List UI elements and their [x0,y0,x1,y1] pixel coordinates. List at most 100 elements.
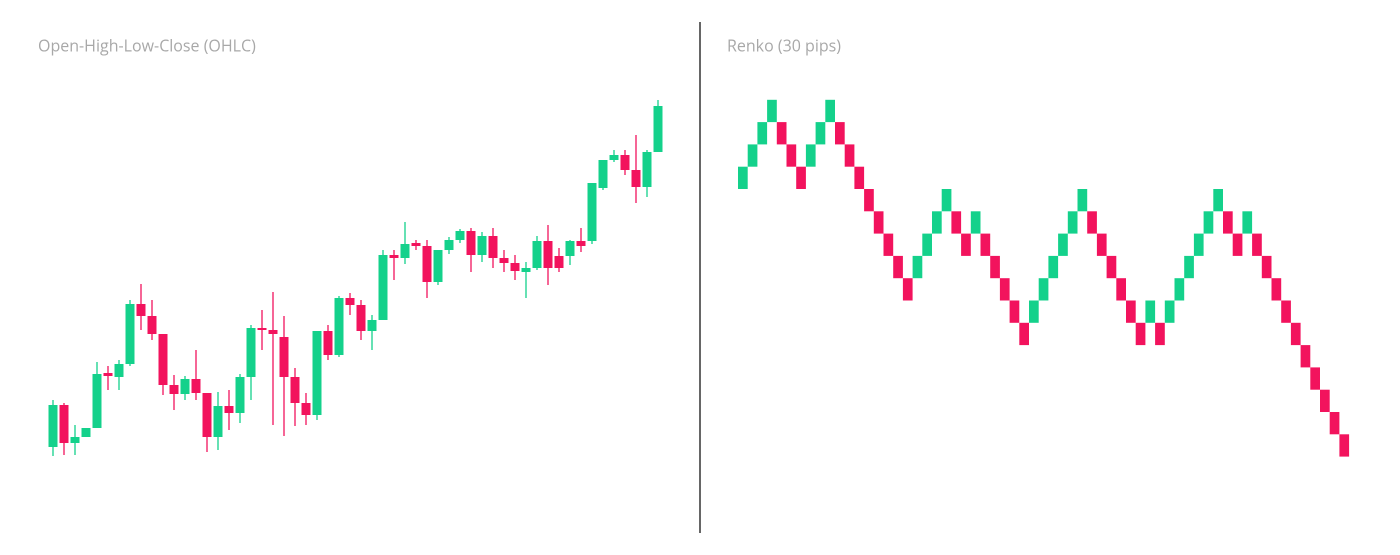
renko-brick [738,166,748,189]
candle-body [422,246,432,282]
candle-body [543,241,553,268]
candle-body [576,241,586,246]
candle-body [246,328,256,377]
renko-brick [825,99,835,123]
renko-brick [1203,211,1214,234]
candle-body [213,406,223,437]
renko-brick [1019,322,1029,346]
candle-body [620,155,630,170]
renko-brick [1126,300,1136,323]
candle-body [642,152,652,187]
renko-brick [1339,434,1350,457]
renko-brick [902,278,913,301]
candle-body [136,304,146,316]
renko-brick [990,255,1000,279]
candle-body [147,316,157,334]
candle-body [609,155,619,160]
renko-brick [1252,233,1262,256]
candle-body [70,437,80,443]
candle-body [631,170,641,187]
renko-brick [980,233,991,256]
renko-brick [776,122,787,145]
renko-brick [961,233,971,256]
candle-body [400,244,410,258]
renko-brick [1106,255,1117,279]
candle-body [521,268,531,272]
candle-body [125,304,135,364]
candle-body [565,241,575,256]
candle-body [334,298,344,355]
renko-brick [1242,211,1253,234]
renko-brick [1310,367,1320,390]
candle-body [224,406,234,413]
renko-brick [835,122,845,145]
renko-brick [1067,211,1078,234]
renko-brick [757,122,768,145]
renko-brick [1232,233,1243,256]
renko-brick [922,233,932,256]
candle-body [180,379,190,394]
candle-body [499,258,509,263]
renko-brick [1261,255,1272,279]
candle-body [81,428,91,437]
renko-brick [805,144,816,167]
renko-brick [1184,255,1194,279]
renko-brick [747,144,758,167]
renko-brick [1281,300,1291,323]
candle-body [202,393,212,437]
candle-body [257,328,267,330]
renko-brick [1300,345,1311,368]
candle-body [268,330,278,334]
renko-brick [932,211,942,234]
candle-body [48,405,58,447]
renko-brick [1029,300,1039,323]
candle-body [488,236,498,258]
renko-brick [1223,211,1233,234]
candle-body [290,377,300,403]
renko-brick [1155,322,1165,346]
candle-body [367,320,377,331]
candle-body [455,231,465,240]
renko-brick [951,211,962,234]
candle-body [301,403,311,415]
candle-body [279,337,289,377]
candle-body [587,183,597,241]
candle-body [345,298,355,305]
renko-brick [1116,278,1126,301]
candle-body [92,374,102,428]
renko-brick [1058,233,1068,256]
renko-brick [1048,255,1059,279]
candle-body [433,250,443,282]
candle-body [158,334,168,385]
candle-body [378,255,388,320]
renko-brick [912,255,923,279]
renko-brick [999,278,1010,301]
renko-brick [1096,233,1107,256]
renko-brick [1320,389,1330,412]
candle-body [103,373,113,376]
renko-brick [1164,300,1175,323]
renko-brick [1193,233,1204,256]
renko-brick [1135,322,1146,346]
candle-body [554,256,564,268]
renko-brick [854,166,865,189]
renko-brick [883,233,894,256]
renko-brick [1145,300,1156,323]
renko-brick [796,166,806,189]
candle-body [169,385,179,394]
renko-brick [1290,322,1301,346]
renko-brick [1329,412,1340,435]
renko-brick [864,189,874,212]
renko-brick [941,189,952,212]
renko-brick [815,122,826,145]
renko-brick [844,144,855,167]
candle-body [235,377,245,413]
candle-body [477,236,487,255]
renko-brick [1077,189,1088,212]
candle-body [653,106,663,152]
candle-body [114,364,124,377]
candle-body [411,243,421,246]
chart-title: Renko (30 pips) [727,34,841,56]
candle-body [466,231,476,255]
